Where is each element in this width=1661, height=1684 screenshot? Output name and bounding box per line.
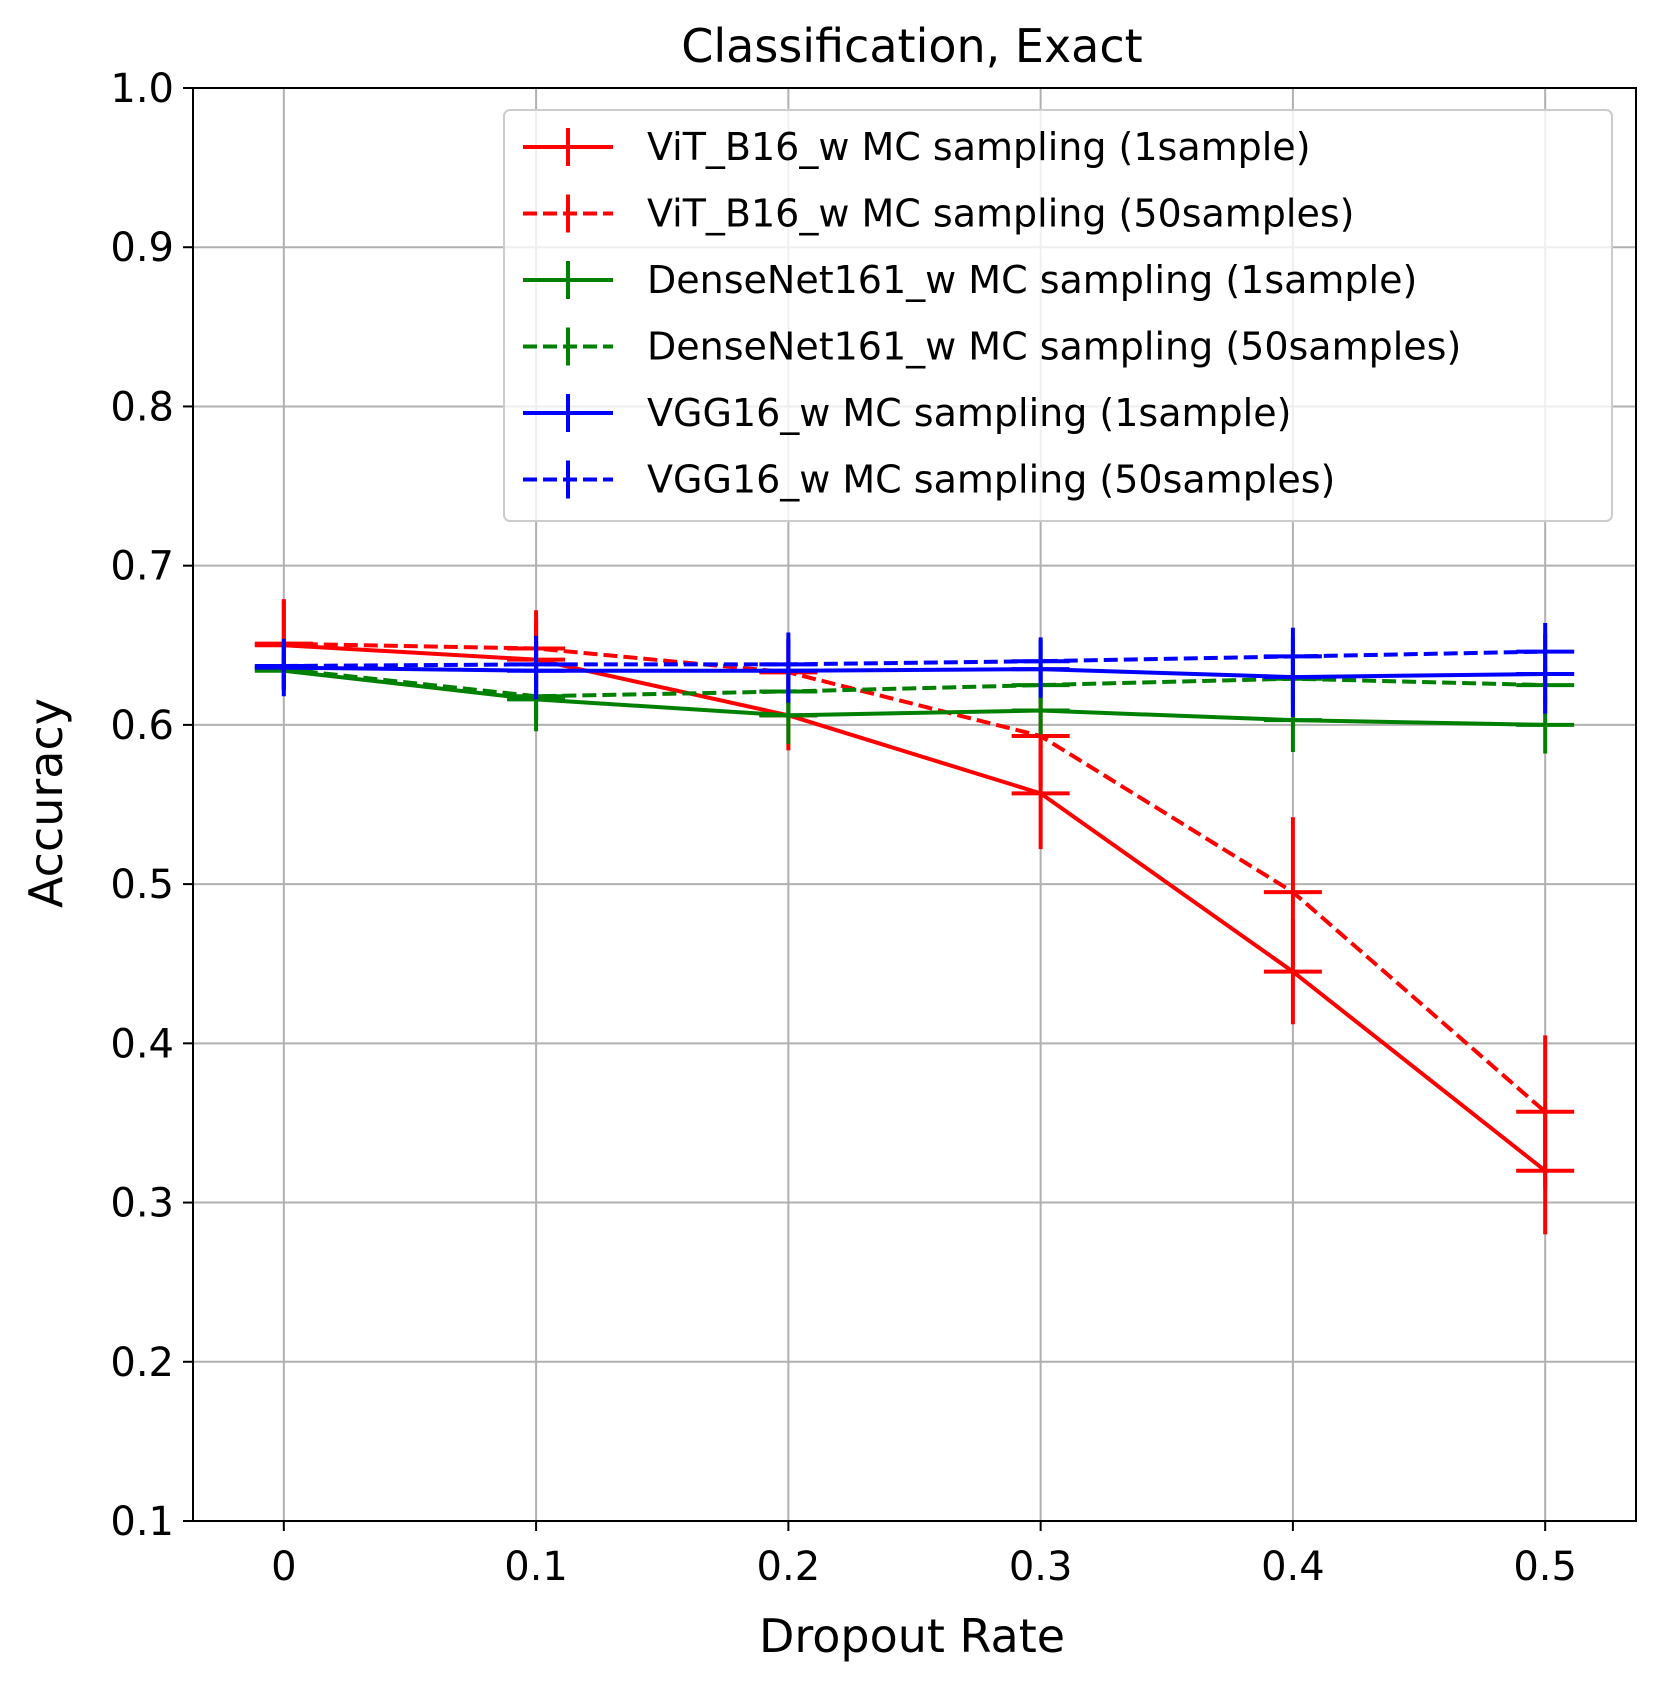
x-tick-label: 0.2 bbox=[757, 1544, 821, 1590]
y-tick-label: 0.5 bbox=[110, 862, 174, 908]
y-tick-label: 0.8 bbox=[110, 384, 174, 430]
legend-entry: DenseNet161_w MC sampling (1sample) bbox=[523, 258, 1417, 302]
series-line bbox=[283, 665, 1546, 680]
series-2 bbox=[254, 651, 1575, 754]
x-axis-label: Dropout Rate bbox=[759, 1609, 1065, 1663]
x-tick-label: 0.5 bbox=[1513, 1544, 1577, 1590]
y-tick-label: 0.6 bbox=[110, 703, 174, 749]
y-tick-label: 1.0 bbox=[110, 66, 174, 112]
y-tick-label: 0.2 bbox=[110, 1340, 174, 1386]
y-tick-label: 0.9 bbox=[110, 225, 174, 271]
legend-entry: DenseNet161_w MC sampling (50samples) bbox=[523, 325, 1461, 369]
legend-entry: ViT_B16_w MC sampling (1sample) bbox=[523, 125, 1311, 169]
legend-entry: VGG16_w MC sampling (50samples) bbox=[523, 458, 1335, 502]
x-tick-label: 0.1 bbox=[504, 1544, 568, 1590]
x-tick-label: 0 bbox=[271, 1544, 296, 1590]
legend-label: DenseNet161_w MC sampling (1sample) bbox=[647, 258, 1417, 302]
y-tick-label: 0.4 bbox=[110, 1021, 174, 1067]
series-line bbox=[283, 667, 1546, 699]
legend-label: ViT_B16_w MC sampling (50samples) bbox=[647, 192, 1355, 236]
legend-box bbox=[503, 109, 1613, 522]
series-line bbox=[283, 668, 1546, 727]
x-tick-label: 0.3 bbox=[1009, 1544, 1073, 1590]
series-layer bbox=[254, 599, 1575, 1235]
legend-entry: ViT_B16_w MC sampling (50samples) bbox=[523, 192, 1355, 236]
legend-label: VGG16_w MC sampling (50samples) bbox=[647, 458, 1335, 502]
plot-frame bbox=[192, 87, 1637, 1522]
legend: ViT_B16_w MC sampling (1sample) ViT_B16_w… bbox=[503, 109, 1613, 522]
series-line bbox=[283, 649, 1546, 668]
x-tick-label: 0.4 bbox=[1261, 1544, 1325, 1590]
y-tick-label: 0.3 bbox=[110, 1181, 174, 1227]
series-line bbox=[283, 641, 1547, 1114]
series-line bbox=[283, 643, 1547, 1173]
axis-ticks: 0 0.1 0.2 0.3 0.4 0.5 0.1 0.2 0.3 0.4 0.5 0.6 0.7 0.8… bbox=[110, 66, 1577, 1590]
legend-label: ViT_B16_w MC sampling (1sample) bbox=[647, 125, 1311, 169]
chart-title: Classification, Exact bbox=[681, 19, 1142, 73]
legend-entry: VGG16_w MC sampling (1sample) bbox=[523, 391, 1291, 435]
y-axis-label: Accuracy bbox=[19, 698, 73, 908]
y-tick-label: 0.1 bbox=[110, 1499, 174, 1545]
legend-label: VGG16_w MC sampling (1sample) bbox=[647, 391, 1291, 435]
series-5 bbox=[254, 622, 1575, 697]
legend-label: DenseNet161_w MC sampling (50samples) bbox=[647, 325, 1461, 369]
y-tick-label: 0.7 bbox=[110, 544, 174, 590]
series-0 bbox=[254, 600, 1575, 1235]
